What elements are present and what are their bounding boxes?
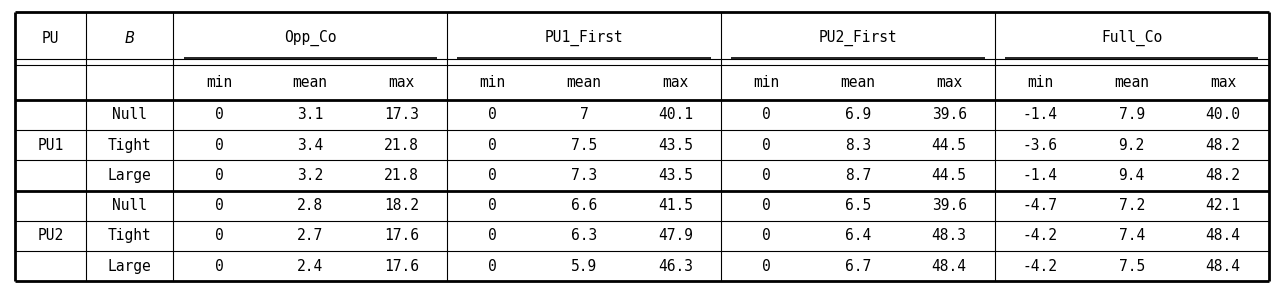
Text: mean: mean [293, 75, 327, 90]
Text: Full_Co: Full_Co [1102, 30, 1162, 46]
Text: 40.1: 40.1 [657, 107, 693, 122]
Text: 43.5: 43.5 [657, 168, 693, 183]
Text: 7.4: 7.4 [1118, 228, 1145, 243]
Text: Opp_Co: Opp_Co [284, 30, 336, 46]
Text: 0: 0 [488, 138, 497, 153]
Text: 17.6: 17.6 [384, 259, 419, 274]
Text: 7.2: 7.2 [1118, 198, 1145, 213]
Text: 0: 0 [763, 168, 770, 183]
Text: PU2_First: PU2_First [818, 30, 898, 46]
Text: 6.7: 6.7 [845, 259, 871, 274]
Text: 0: 0 [214, 259, 223, 274]
Text: 7.5: 7.5 [1118, 259, 1145, 274]
Text: 48.2: 48.2 [1206, 138, 1240, 153]
Text: 0: 0 [488, 198, 497, 213]
Text: 3.2: 3.2 [297, 168, 324, 183]
Text: 2.4: 2.4 [297, 259, 324, 274]
Text: -1.4: -1.4 [1023, 168, 1058, 183]
Text: max: max [663, 75, 688, 90]
Text: max: max [388, 75, 415, 90]
Text: 0: 0 [214, 168, 223, 183]
Text: 8.3: 8.3 [845, 138, 871, 153]
Text: PU1_First: PU1_First [544, 30, 624, 46]
Text: -3.6: -3.6 [1023, 138, 1058, 153]
Text: 6.9: 6.9 [845, 107, 871, 122]
Text: 3.4: 3.4 [297, 138, 324, 153]
Text: 6.4: 6.4 [845, 228, 871, 243]
Text: 0: 0 [488, 168, 497, 183]
Text: 6.3: 6.3 [571, 228, 597, 243]
Text: 48.4: 48.4 [1206, 259, 1240, 274]
Text: 39.6: 39.6 [932, 107, 967, 122]
Text: 39.6: 39.6 [932, 198, 967, 213]
Text: 42.1: 42.1 [1206, 198, 1240, 213]
Text: 7: 7 [579, 107, 588, 122]
Text: PU2: PU2 [37, 228, 64, 243]
Text: 9.2: 9.2 [1118, 138, 1145, 153]
Text: 21.8: 21.8 [384, 138, 419, 153]
Text: Large: Large [108, 168, 152, 183]
Text: 7.5: 7.5 [571, 138, 597, 153]
Text: 5.9: 5.9 [571, 259, 597, 274]
Text: 0: 0 [214, 107, 223, 122]
Text: 40.0: 40.0 [1206, 107, 1240, 122]
Text: 6.6: 6.6 [571, 198, 597, 213]
Text: 0: 0 [488, 228, 497, 243]
Text: 0: 0 [763, 259, 770, 274]
Text: 6.5: 6.5 [845, 198, 871, 213]
Text: 3.1: 3.1 [297, 107, 324, 122]
Text: $B$: $B$ [125, 30, 135, 46]
Text: max: max [1210, 75, 1236, 90]
Text: 0: 0 [763, 198, 770, 213]
Text: -4.2: -4.2 [1023, 259, 1058, 274]
Text: min: min [754, 75, 779, 90]
Text: 47.9: 47.9 [657, 228, 693, 243]
Text: 48.2: 48.2 [1206, 168, 1240, 183]
Text: 7.3: 7.3 [571, 168, 597, 183]
Text: min: min [480, 75, 506, 90]
Text: 8.7: 8.7 [845, 168, 871, 183]
Text: 48.4: 48.4 [932, 259, 967, 274]
Text: 17.6: 17.6 [384, 228, 419, 243]
Text: 46.3: 46.3 [657, 259, 693, 274]
Text: 0: 0 [488, 107, 497, 122]
Text: mean: mean [840, 75, 876, 90]
Text: 7.9: 7.9 [1118, 107, 1145, 122]
Text: 9.4: 9.4 [1118, 168, 1145, 183]
Text: Null: Null [112, 107, 148, 122]
Text: 48.4: 48.4 [1206, 228, 1240, 243]
Text: -1.4: -1.4 [1023, 107, 1058, 122]
Text: 0: 0 [763, 228, 770, 243]
Text: 0: 0 [214, 228, 223, 243]
Text: min: min [205, 75, 232, 90]
Text: Tight: Tight [108, 228, 152, 243]
Text: min: min [1027, 75, 1054, 90]
Text: -4.7: -4.7 [1023, 198, 1058, 213]
Text: 44.5: 44.5 [932, 138, 967, 153]
Text: 0: 0 [488, 259, 497, 274]
Text: 44.5: 44.5 [932, 168, 967, 183]
Text: 41.5: 41.5 [657, 198, 693, 213]
Text: 43.5: 43.5 [657, 138, 693, 153]
Text: 18.2: 18.2 [384, 198, 419, 213]
Text: 21.8: 21.8 [384, 168, 419, 183]
Text: max: max [936, 75, 962, 90]
Text: 2.7: 2.7 [297, 228, 324, 243]
Text: mean: mean [1115, 75, 1149, 90]
Text: PU: PU [42, 31, 59, 46]
Text: 17.3: 17.3 [384, 107, 419, 122]
Text: PU1: PU1 [37, 138, 64, 153]
Text: -4.2: -4.2 [1023, 228, 1058, 243]
Text: 48.3: 48.3 [932, 228, 967, 243]
Text: 0: 0 [214, 138, 223, 153]
Text: 2.8: 2.8 [297, 198, 324, 213]
Text: Large: Large [108, 259, 152, 274]
Text: Null: Null [112, 198, 148, 213]
Text: 0: 0 [763, 138, 770, 153]
Text: 0: 0 [763, 107, 770, 122]
Text: Tight: Tight [108, 138, 152, 153]
Text: mean: mean [566, 75, 602, 90]
Text: 0: 0 [214, 198, 223, 213]
